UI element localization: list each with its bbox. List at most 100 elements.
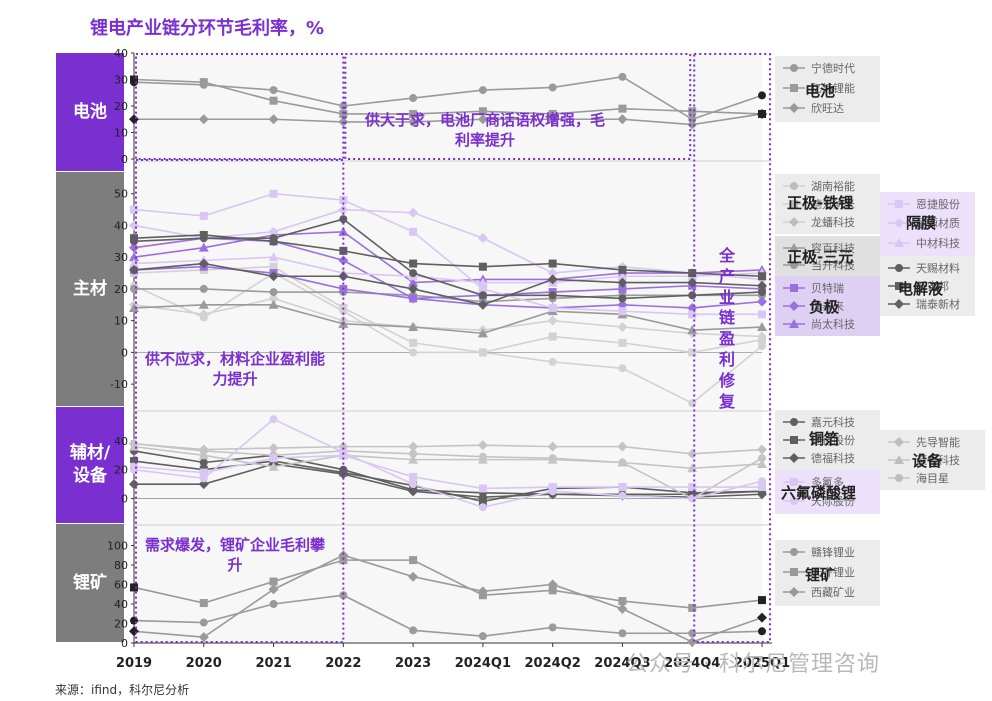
data-point (477, 586, 488, 597)
data-point (547, 114, 558, 125)
data-point (198, 114, 209, 125)
legend-item: 天际股份 (783, 492, 855, 510)
x-tick-label: 2022 (325, 656, 361, 671)
x-tick-label: 2023 (395, 656, 431, 671)
data-point (478, 484, 487, 493)
legend-label: 诺德股份 (811, 434, 855, 447)
data-point (757, 331, 767, 342)
legend-label: 天际股份 (811, 495, 855, 508)
legend-label: 先导智能 (916, 436, 960, 449)
legend-label: 瑞泰新材 (916, 298, 960, 311)
series-line-e6b996e58d97e8a395e883bd (133, 272, 763, 405)
data-point (338, 271, 349, 282)
data-point (477, 114, 488, 125)
data-point (339, 196, 348, 205)
series-line-e6989fe6ba90e69d90e8b4a8 (133, 208, 763, 281)
legend-item: 尚太科技 (783, 315, 855, 333)
legend-label: 多氟多 (811, 476, 844, 489)
data-point (129, 252, 139, 262)
legend-label: 宁德时代 (811, 62, 855, 75)
data-point (618, 491, 627, 500)
legend-marker-icon (783, 301, 805, 311)
data-point (269, 262, 278, 271)
data-point (408, 454, 419, 464)
data-point (618, 104, 627, 113)
data-point (617, 441, 628, 452)
legend-item: 海目星 (888, 469, 949, 487)
data-point (199, 458, 208, 467)
data-point (758, 596, 766, 605)
data-point (409, 227, 418, 236)
data-point (688, 348, 697, 357)
legend-marker-icon (783, 568, 805, 576)
legend-label: 德福科技 (811, 452, 855, 465)
data-point (758, 627, 766, 636)
data-point (269, 577, 278, 586)
data-point (618, 265, 627, 274)
data-point (268, 226, 279, 237)
data-point (548, 303, 557, 312)
data-point (478, 291, 487, 300)
data-point (758, 477, 766, 486)
data-point (339, 246, 348, 255)
legend-label: 亿纬锂能 (811, 82, 855, 95)
data-point (478, 452, 487, 461)
data-point (478, 86, 487, 95)
legend-group-title: 负极 (809, 298, 840, 316)
data-point (269, 86, 278, 95)
side-label-battery: 电池 (56, 53, 124, 171)
legend-item: 亿纬锂能 (783, 79, 855, 97)
watermark: 公众号 · 科尔尼管理咨询 (626, 652, 880, 677)
legend-group-title: 隔膜 (906, 214, 937, 232)
data-point (618, 338, 627, 347)
y-tick-label: 50 (114, 188, 128, 201)
legend-label: 龙蟠科技 (811, 216, 855, 229)
legend-item: 先导智能 (888, 433, 960, 451)
legend-group-title: 电池 (805, 82, 836, 100)
data-point (129, 242, 139, 253)
data-point (129, 479, 139, 490)
data-point (548, 332, 557, 341)
legend-marker-icon (783, 497, 805, 505)
data-point (478, 107, 487, 116)
data-point (199, 230, 208, 239)
series-line-e696b0e5ae99e982a6 (133, 234, 763, 278)
legend-label: 天齐锂业 (811, 566, 855, 579)
data-point (268, 584, 279, 595)
y-tick-label: 60 (114, 579, 128, 592)
legend-item: 当升科技 (783, 256, 855, 274)
data-point (269, 237, 278, 246)
legend-lipf6: 多氟多 天际股份 六氟磷酸锂 (775, 470, 880, 514)
legend-item: 中材科技 (888, 234, 960, 252)
legend-label: 天赐材料 (916, 262, 960, 275)
legend-item: 嘉元科技 (783, 413, 855, 431)
legend-item: 璞泰来 (783, 297, 844, 315)
data-point (617, 277, 628, 288)
legend-marker-icon (783, 103, 805, 113)
data-point (548, 83, 557, 92)
data-point (547, 579, 558, 590)
series-line-e4b8ade69d90e7a791e68a80 (133, 256, 763, 284)
legend-item: 湖南裕能 (783, 177, 855, 195)
legend-equipment: 先导智能 赢合科技 海目星 设备 (880, 430, 985, 490)
legend-marker-icon (783, 418, 805, 426)
legend-marker-icon (783, 217, 805, 227)
y-tick-label: 40 (114, 47, 128, 60)
legend-group-title: 锂矿 (805, 566, 836, 584)
series-line-e5beb7e696b9e7bab3e7b1b3 (133, 265, 763, 354)
legend-item: 天齐锂业 (783, 563, 855, 581)
legend-item: 天赐材料 (888, 259, 960, 277)
legend-marker-icon (783, 284, 805, 292)
data-point (199, 468, 208, 477)
data-point (268, 252, 279, 262)
data-point (408, 441, 419, 452)
data-point (757, 489, 767, 500)
data-point (547, 274, 558, 285)
data-point (198, 309, 209, 320)
data-point (757, 296, 767, 307)
legend-group-title: 正极-铁锂 (787, 194, 854, 212)
data-point (548, 454, 557, 463)
side-label-auxiliary: 辅材/设备 (56, 407, 124, 523)
annotation-battery: 供大于求，电池厂商话语权增强，毛利率提升 (364, 111, 605, 150)
data-point (618, 629, 627, 638)
